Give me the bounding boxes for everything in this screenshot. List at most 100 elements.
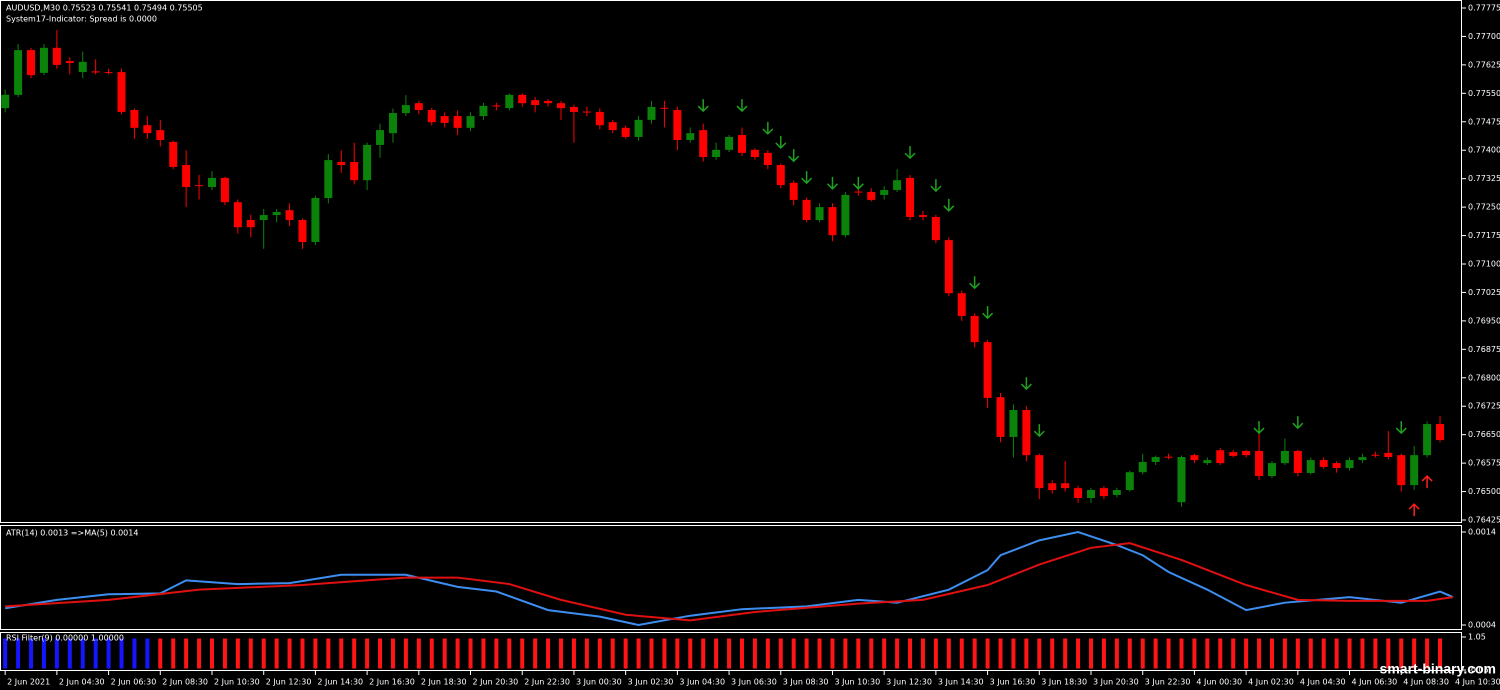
x-tick-label: 2 Jun 22:30: [524, 678, 570, 687]
x-tick-label: 2 Jun 12:30: [266, 678, 312, 687]
candle-body: [569, 106, 578, 112]
sell-arrow: [826, 176, 839, 190]
filter-bar: [1205, 638, 1210, 669]
candle-body: [893, 180, 902, 191]
filter-bar: [1114, 638, 1119, 669]
filter-bar: [481, 638, 486, 669]
candle-body: [259, 215, 268, 221]
filter-bar: [959, 638, 964, 669]
filter-bar: [106, 638, 111, 669]
candle-body: [1048, 483, 1057, 491]
filter-bar: [817, 638, 822, 669]
candle-body: [686, 133, 695, 140]
candle-body: [699, 130, 708, 158]
filter-bar: [403, 638, 408, 669]
x-tick-label: 3 Jun 04:30: [679, 678, 725, 687]
filter-bar: [972, 638, 977, 669]
candle-body: [337, 161, 346, 166]
filter-bar: [507, 638, 512, 669]
filter-bar: [1153, 638, 1158, 669]
filter-bar: [1360, 638, 1365, 669]
sell-arrow: [1395, 421, 1407, 435]
sell-arrow: [1292, 416, 1304, 430]
sell-arrow: [697, 99, 709, 113]
filter-bar: [54, 638, 59, 669]
filter-bar: [675, 638, 680, 669]
candle-body: [531, 100, 540, 106]
candle-body: [867, 191, 876, 200]
filter-bar: [494, 638, 499, 669]
filter-bar: [584, 638, 589, 669]
filter-bar: [132, 638, 137, 669]
candle-body: [931, 216, 940, 241]
filter-bar: [145, 638, 150, 669]
candle-body: [1125, 472, 1134, 491]
x-tick-label: 2 Jun 14:30: [317, 678, 363, 687]
candle-body: [1203, 460, 1212, 464]
filter-bar: [727, 638, 732, 669]
candle-body: [104, 72, 113, 74]
x-tick-label: 2 Jun 10:30: [214, 678, 260, 687]
filter-bar: [3, 638, 8, 669]
x-tick-label: 3 Jun 12:30: [886, 678, 932, 687]
candle-body: [1371, 454, 1380, 456]
candle-body: [117, 72, 126, 112]
candle-body: [983, 342, 992, 398]
x-tick-label: 4 Jun 02:30: [1248, 678, 1294, 687]
filter-bar: [843, 638, 848, 669]
candle-body: [1, 94, 10, 109]
filter-bar: [468, 638, 473, 669]
filter-bar: [1373, 638, 1378, 669]
filter-bar: [1308, 638, 1313, 669]
filter-bar: [1011, 638, 1016, 669]
y-tick-label: 0.76725: [1468, 402, 1500, 411]
indicator-line: [5, 530, 1454, 627]
candle-body: [634, 119, 643, 137]
filter-bar: [791, 638, 796, 669]
filter-bar: [830, 638, 835, 669]
filter-bar: [752, 638, 757, 669]
filter-bar: [1257, 638, 1262, 669]
y-tick-label: 0.76800: [1468, 373, 1500, 382]
filter-bar: [985, 638, 990, 669]
x-tick-label: 4 Jun 04:30: [1300, 678, 1346, 687]
candle-body: [1138, 461, 1147, 473]
candle-body: [453, 116, 462, 128]
candle-body: [996, 397, 1005, 437]
candle-body: [1306, 460, 1315, 473]
y-tick-label: 0.77700: [1468, 32, 1500, 41]
candle-body: [220, 177, 229, 203]
candle-body: [582, 111, 591, 113]
filter-bar: [649, 638, 654, 669]
candle-body: [39, 47, 48, 73]
filter-bar: [610, 638, 615, 669]
y-tick-label: 0.76650: [1468, 430, 1500, 439]
filter-bar: [1347, 638, 1352, 669]
candle-body: [1009, 410, 1018, 437]
filter-bar: [274, 638, 279, 669]
y-tick-label: 0.77250: [1468, 203, 1500, 212]
filter-bar: [1321, 638, 1326, 669]
x-tick-label: 2 Jun 06:30: [111, 678, 157, 687]
candle-body: [750, 149, 759, 158]
candle-body: [1358, 457, 1367, 461]
filter-bar: [339, 638, 344, 669]
candle-body: [557, 103, 566, 109]
candle-body: [156, 130, 165, 140]
candle-body: [14, 50, 23, 95]
candle-body: [130, 110, 139, 128]
filter-bar: [559, 638, 564, 669]
chart-subtitle: System17-Indicator: Spread is 0.0000: [6, 15, 157, 24]
x-tick-label: 3 Jun 18:30: [1041, 678, 1087, 687]
buy-arrow: [1408, 503, 1420, 517]
filter-bar: [739, 638, 744, 669]
candle-body: [1242, 450, 1251, 456]
x-tick-label: 2 Jun 04:30: [59, 678, 105, 687]
candle-body: [880, 190, 889, 195]
candle-body: [78, 61, 87, 73]
filter-bar: [778, 638, 783, 669]
candle-body: [505, 94, 514, 109]
candle-body: [65, 61, 74, 63]
candle-body: [427, 110, 436, 123]
x-tick-label: 2 Jun 2021: [7, 678, 50, 687]
